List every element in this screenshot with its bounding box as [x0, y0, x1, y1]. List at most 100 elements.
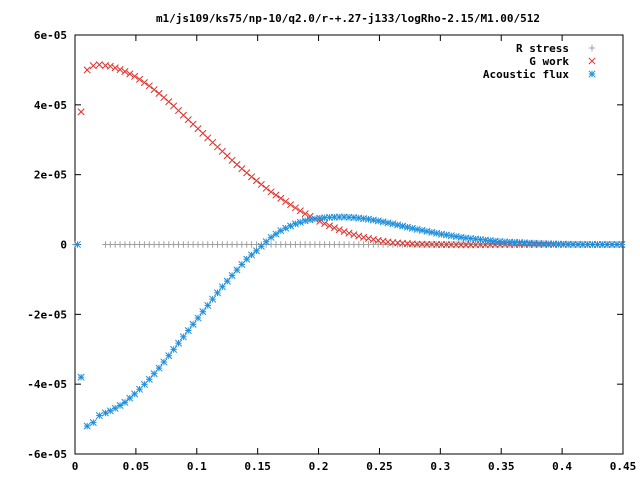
data-point [389, 220, 397, 228]
marker-stroke [116, 401, 124, 410]
x-tick-label: 0.15 [244, 460, 271, 473]
data-point [155, 364, 163, 372]
marker-stroke [184, 116, 192, 124]
data-point [131, 72, 139, 80]
x-tick-label: 0.45 [610, 460, 637, 473]
marker-stroke [296, 207, 304, 215]
data-point [189, 320, 197, 328]
data-point [135, 75, 144, 83]
marker-stroke [243, 169, 251, 177]
y-tick-label: 4e-05 [34, 99, 67, 112]
data-point [291, 220, 299, 228]
data-point [83, 66, 91, 74]
x-tick-label: 0.25 [366, 460, 393, 473]
data-point [286, 201, 295, 209]
y-tick-label: 6e-05 [34, 29, 67, 42]
marker-stroke [282, 197, 290, 206]
data-point [296, 218, 304, 226]
data-point [213, 289, 222, 297]
marker-stroke [291, 204, 299, 212]
legend-marker [588, 44, 596, 52]
data-point [267, 188, 275, 196]
data-point [116, 66, 124, 74]
data-point [135, 385, 144, 393]
y-tick-label: 0 [60, 239, 67, 252]
data-point [243, 169, 251, 177]
data-point [355, 214, 363, 222]
marker-stroke [325, 213, 334, 221]
data-point [89, 62, 97, 70]
marker-stroke [209, 295, 217, 303]
marker-stroke [218, 283, 226, 291]
marker-stroke [213, 143, 222, 151]
data-point [355, 232, 363, 240]
data-point [116, 401, 124, 410]
data-point [223, 277, 231, 285]
marker-stroke [252, 177, 261, 185]
data-point [145, 82, 153, 90]
data-point [111, 64, 119, 72]
marker-stroke [145, 82, 153, 90]
data-point [360, 233, 368, 241]
marker-stroke [194, 314, 202, 322]
data-point [150, 86, 158, 94]
marker-stroke [301, 217, 309, 225]
marker-stroke [340, 228, 348, 236]
data-point [277, 194, 285, 202]
x-axis: 0 0.05 0.1 0.15 0.2 0.25 0.3 0.35 0.4 0.45 [72, 35, 637, 473]
marker-stroke [238, 165, 246, 173]
data-point [170, 345, 178, 353]
data-point [618, 240, 626, 249]
data-point [340, 228, 348, 236]
marker-stroke [145, 375, 153, 383]
marker-stroke [345, 229, 353, 237]
marker-stroke [160, 93, 168, 102]
marker-stroke [301, 210, 309, 218]
marker-stroke [121, 68, 129, 76]
data-point [486, 237, 494, 245]
data-point [272, 230, 280, 238]
y-tick-label: -2e-05 [27, 308, 67, 321]
data-point [325, 222, 334, 230]
marker-stroke [165, 352, 173, 360]
marker-stroke [618, 240, 626, 249]
marker-stroke [233, 266, 241, 274]
marker-stroke [272, 230, 280, 238]
marker-stroke [262, 184, 270, 192]
data-point [345, 229, 353, 237]
data-point [209, 295, 217, 303]
x-tick-label: 0.35 [488, 460, 515, 473]
data-point [233, 266, 241, 274]
data-point [140, 78, 148, 87]
data-point [95, 412, 103, 420]
x-tick-label: 0.2 [309, 460, 329, 473]
y-tick-label: -4e-05 [27, 378, 67, 391]
marker-stroke [160, 358, 168, 366]
marker-stroke [325, 222, 334, 230]
marker-stroke [291, 220, 299, 228]
marker-stroke [286, 201, 295, 209]
marker-stroke [588, 70, 596, 78]
marker-stroke [194, 125, 202, 133]
data-point [73, 240, 81, 249]
marker-stroke [111, 404, 119, 412]
marker-stroke [170, 102, 178, 110]
marker-stroke [223, 152, 231, 160]
data-point [150, 370, 158, 378]
marker-stroke [89, 419, 97, 427]
legend-marker [588, 57, 596, 65]
marker-stroke [335, 226, 343, 234]
data-point [296, 207, 304, 215]
legend-marker [588, 70, 596, 78]
y-tick-label: -6e-05 [27, 448, 67, 461]
marker-stroke [204, 134, 212, 142]
marker-stroke [150, 86, 158, 94]
marker-stroke [150, 370, 158, 378]
marker-stroke [189, 320, 197, 328]
marker-stroke [111, 64, 119, 72]
marker-stroke [296, 218, 304, 226]
marker-stroke [199, 129, 207, 137]
